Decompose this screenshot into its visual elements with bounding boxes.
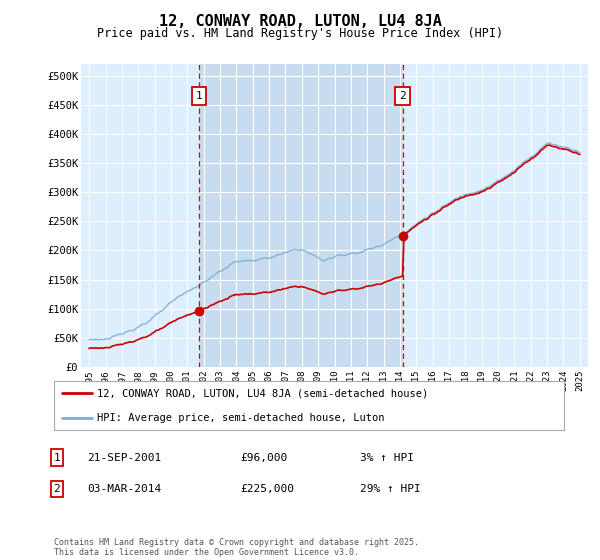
Text: 3% ↑ HPI: 3% ↑ HPI bbox=[360, 452, 414, 463]
Text: 12, CONWAY ROAD, LUTON, LU4 8JA (semi-detached house): 12, CONWAY ROAD, LUTON, LU4 8JA (semi-de… bbox=[97, 388, 428, 398]
Text: 29% ↑ HPI: 29% ↑ HPI bbox=[360, 484, 421, 494]
Text: 12, CONWAY ROAD, LUTON, LU4 8JA: 12, CONWAY ROAD, LUTON, LU4 8JA bbox=[158, 14, 442, 29]
Text: Price paid vs. HM Land Registry's House Price Index (HPI): Price paid vs. HM Land Registry's House … bbox=[97, 27, 503, 40]
Text: 1: 1 bbox=[196, 91, 202, 101]
Text: Contains HM Land Registry data © Crown copyright and database right 2025.
This d: Contains HM Land Registry data © Crown c… bbox=[54, 538, 419, 557]
Text: 2: 2 bbox=[53, 484, 61, 494]
Text: 1: 1 bbox=[53, 452, 61, 463]
Text: £96,000: £96,000 bbox=[240, 452, 287, 463]
Text: £225,000: £225,000 bbox=[240, 484, 294, 494]
Bar bbox=[199, 64, 403, 367]
Text: HPI: Average price, semi-detached house, Luton: HPI: Average price, semi-detached house,… bbox=[97, 413, 385, 423]
Text: 21-SEP-2001: 21-SEP-2001 bbox=[87, 452, 161, 463]
Text: 03-MAR-2014: 03-MAR-2014 bbox=[87, 484, 161, 494]
Text: 2: 2 bbox=[400, 91, 406, 101]
